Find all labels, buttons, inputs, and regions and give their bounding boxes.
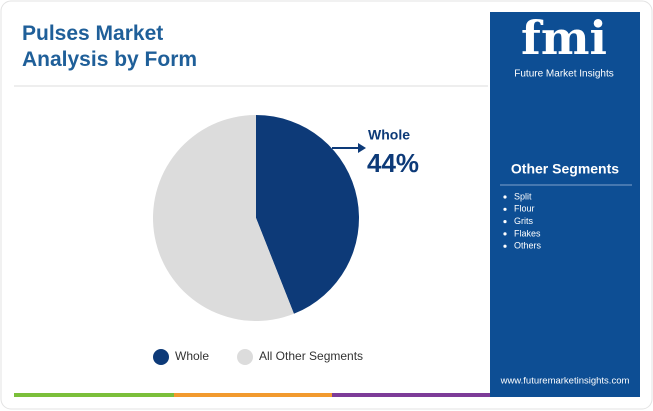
bullet [503,244,507,248]
sidebar-heading: Other Segments [511,161,619,177]
segment-item: Grits [514,216,533,226]
callout-value: 44% [367,148,419,178]
bullet [503,232,507,236]
bullet [503,220,507,224]
accent-bar [332,393,490,397]
segment-item: Others [514,241,542,251]
legend-swatch [237,349,254,365]
legend-swatch [153,349,169,365]
bullet [503,207,507,211]
legend: Whole All Other Segments [153,349,363,365]
bullet [503,195,507,199]
segment-item: Flour [514,204,535,214]
callout-label: Whole [368,127,410,143]
pie-slice [256,115,360,314]
pie-slice [153,115,294,321]
accent-bar [14,393,174,397]
brand-logo: fmi [521,11,607,65]
segment-item: Split [514,191,532,201]
pie [153,115,360,321]
legend-label: All Other Segments [259,349,363,363]
title-line: Analysis by Form [22,48,197,71]
accent-bar [174,393,332,397]
title-line: Pulses Market [22,22,163,45]
accent-bar [490,393,640,397]
segment-item: Flakes [514,228,541,238]
segment-list: Split Flour Grits Flakes Others [503,191,542,251]
legend-label: Whole [175,349,209,363]
brand-name: Future Market Insights [514,69,613,80]
chart-title: Pulses Market Analysis by Form [22,22,197,71]
url: www.futuremarketinsights.com [500,376,630,387]
sidebar [490,12,640,396]
callout-arrowhead [358,143,366,153]
